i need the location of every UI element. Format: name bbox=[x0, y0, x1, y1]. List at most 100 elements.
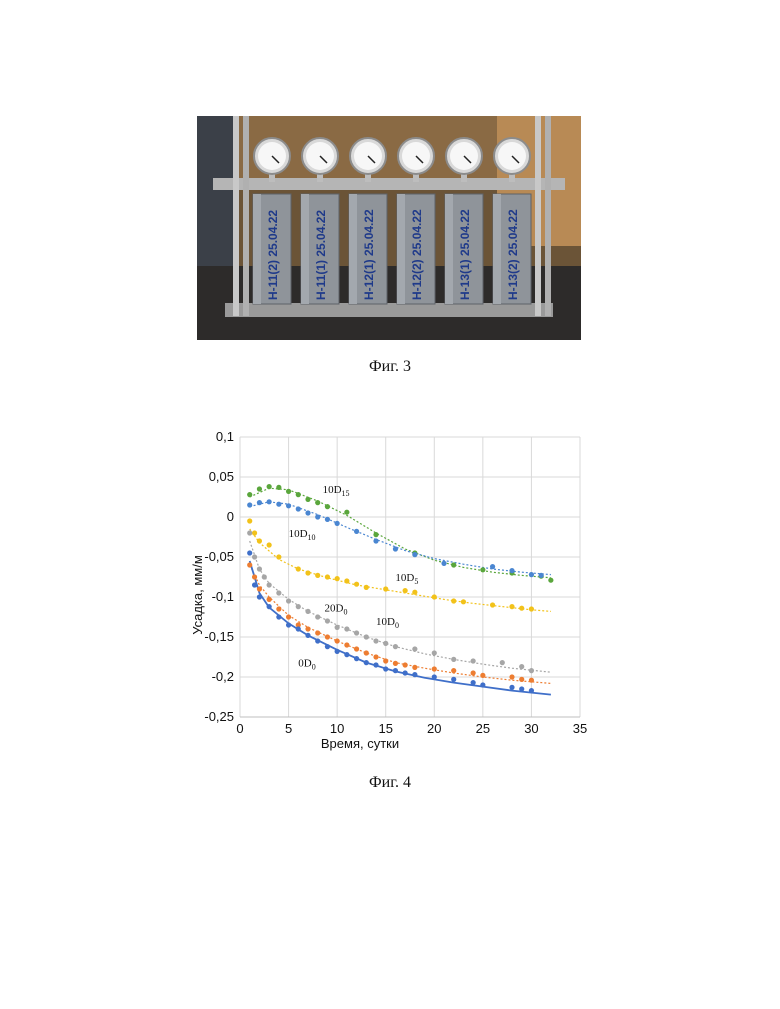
data-point-10d15 bbox=[548, 578, 553, 583]
threaded-rod bbox=[243, 116, 249, 316]
data-point-10d15 bbox=[373, 532, 378, 537]
data-point-10d10 bbox=[296, 506, 301, 511]
data-point-0d0 bbox=[373, 662, 378, 667]
data-point-10d10 bbox=[315, 514, 320, 519]
x-tick-label: 25 bbox=[476, 721, 490, 736]
data-point-10d0 bbox=[412, 665, 417, 670]
trend-line-20d0 bbox=[250, 541, 551, 672]
frame-base bbox=[225, 303, 553, 317]
data-point-0d0 bbox=[451, 677, 456, 682]
data-point-10d10 bbox=[257, 500, 262, 505]
data-point-10d10 bbox=[286, 503, 291, 508]
data-point-10d15 bbox=[315, 500, 320, 505]
series-label-0d0: 0D0 bbox=[298, 658, 315, 672]
data-point-10d5 bbox=[344, 578, 349, 583]
data-point-10d10 bbox=[373, 538, 378, 543]
data-point-10d15 bbox=[325, 504, 330, 509]
data-point-0d0 bbox=[480, 682, 485, 687]
data-point-0d0 bbox=[267, 604, 272, 609]
data-point-10d10 bbox=[267, 499, 272, 504]
data-point-10d10 bbox=[354, 529, 359, 534]
figure-4-caption: Фиг. 4 bbox=[0, 774, 780, 792]
data-point-10d15 bbox=[296, 492, 301, 497]
specimen-block: Н-12(1) 25.04.22 bbox=[349, 194, 387, 304]
data-point-10d5 bbox=[276, 554, 281, 559]
data-point-10d15 bbox=[344, 510, 349, 515]
data-point-0d0 bbox=[305, 633, 310, 638]
y-tick-label: 0 bbox=[227, 509, 234, 524]
data-point-20d0 bbox=[296, 604, 301, 609]
data-point-20d0 bbox=[364, 634, 369, 639]
data-point-10d10 bbox=[305, 510, 310, 515]
trend-line-10d5 bbox=[250, 529, 551, 611]
data-point-10d5 bbox=[383, 586, 388, 591]
data-point-20d0 bbox=[432, 650, 437, 655]
data-point-10d0 bbox=[432, 666, 437, 671]
figure-3-caption: Фиг. 3 bbox=[0, 358, 780, 376]
specimen-label: Н-11(2) 25.04.22 bbox=[266, 210, 280, 300]
data-point-10d5 bbox=[364, 585, 369, 590]
x-axis-ticks: 05101520253035 bbox=[236, 721, 587, 736]
data-point-0d0 bbox=[364, 660, 369, 665]
data-point-10d5 bbox=[509, 604, 514, 609]
data-point-0d0 bbox=[412, 672, 417, 677]
data-point-10d10 bbox=[539, 573, 544, 578]
data-point-10d15 bbox=[286, 489, 291, 494]
data-point-10d15 bbox=[257, 486, 262, 491]
data-point-10d15 bbox=[480, 567, 485, 572]
data-point-20d0 bbox=[252, 554, 257, 559]
data-point-0d0 bbox=[315, 638, 320, 643]
data-point-20d0 bbox=[286, 598, 291, 603]
threaded-rod bbox=[545, 116, 551, 316]
x-tick-label: 35 bbox=[573, 721, 587, 736]
data-point-20d0 bbox=[257, 566, 262, 571]
data-point-0d0 bbox=[257, 594, 262, 599]
specimen-rig-photo: Н-11(2) 25.04.22 Н-11(1) 25.04.22 Н-12(1) … bbox=[197, 116, 581, 340]
specimen-label: Н-13(1) 25.04.22 bbox=[458, 209, 472, 300]
data-point-0d0 bbox=[354, 656, 359, 661]
x-tick-label: 5 bbox=[285, 721, 292, 736]
specimen-label: Н-12(1) 25.04.22 bbox=[362, 209, 376, 300]
data-point-20d0 bbox=[383, 641, 388, 646]
data-point-10d0 bbox=[325, 634, 330, 639]
data-point-0d0 bbox=[344, 652, 349, 657]
data-point-10d5 bbox=[252, 530, 257, 535]
data-point-10d0 bbox=[383, 658, 388, 663]
data-point-10d0 bbox=[247, 562, 252, 567]
data-point-10d5 bbox=[490, 602, 495, 607]
data-point-20d0 bbox=[529, 668, 534, 673]
threaded-rod bbox=[535, 116, 541, 316]
data-point-0d0 bbox=[393, 668, 398, 673]
data-point-10d10 bbox=[412, 552, 417, 557]
y-tick-label: -0,15 bbox=[204, 629, 234, 644]
data-point-10d5 bbox=[451, 598, 456, 603]
data-point-10d5 bbox=[257, 538, 262, 543]
data-point-0d0 bbox=[296, 626, 301, 631]
data-point-20d0 bbox=[519, 664, 524, 669]
data-point-10d0 bbox=[267, 597, 272, 602]
data-point-10d5 bbox=[412, 590, 417, 595]
data-point-20d0 bbox=[267, 582, 272, 587]
data-point-10d0 bbox=[529, 678, 534, 683]
data-point-0d0 bbox=[529, 688, 534, 693]
series-label-10d15: 10D15 bbox=[323, 484, 350, 498]
y-tick-label: -0,05 bbox=[204, 549, 234, 564]
data-point-10d10 bbox=[393, 546, 398, 551]
data-point-10d5 bbox=[432, 594, 437, 599]
data-point-10d10 bbox=[335, 521, 340, 526]
data-point-0d0 bbox=[509, 685, 514, 690]
data-point-20d0 bbox=[451, 657, 456, 662]
specimen-block: Н-12(2) 25.04.22 bbox=[397, 194, 435, 304]
data-point-20d0 bbox=[305, 609, 310, 614]
data-point-10d0 bbox=[286, 614, 291, 619]
x-axis-label: Время, сутки bbox=[321, 736, 399, 751]
data-point-10d5 bbox=[354, 582, 359, 587]
x-tick-label: 0 bbox=[236, 721, 243, 736]
data-point-0d0 bbox=[252, 582, 257, 587]
specimen-label: Н-11(1) 25.04.22 bbox=[314, 210, 328, 300]
data-point-0d0 bbox=[403, 670, 408, 675]
data-point-10d0 bbox=[354, 646, 359, 651]
x-tick-label: 30 bbox=[524, 721, 538, 736]
data-point-10d10 bbox=[276, 502, 281, 507]
data-point-10d0 bbox=[373, 654, 378, 659]
